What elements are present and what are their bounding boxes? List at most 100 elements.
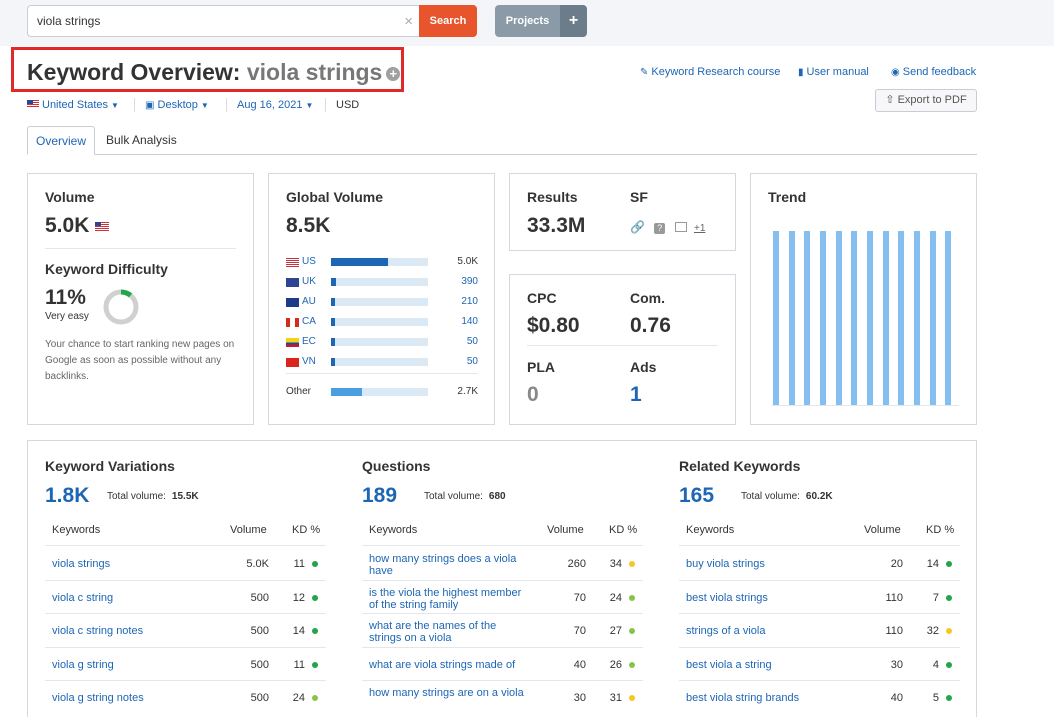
divider [45,579,326,581]
keyword-volume: 30 [573,692,586,704]
us-flag-icon [286,258,299,267]
global-volume-row-ca[interactable]: CA 140 [286,316,478,328]
feedback-link-label: Send feedback [902,66,977,78]
keyword-link[interactable]: best viola strings [686,591,768,604]
column-header-kd: KD % [609,524,638,536]
country-volume-bar [331,318,428,326]
search-input[interactable] [37,14,377,28]
image-icon[interactable] [674,222,687,232]
trend-bar[interactable] [945,231,952,405]
divider [679,646,960,648]
trend-bar[interactable] [820,231,826,405]
add-keyword-icon[interactable]: + [386,67,401,81]
trend-bar[interactable] [851,231,858,405]
trend-bar[interactable] [929,231,936,405]
keyword-volume: 70 [573,625,586,637]
keyword-kd: 27 [609,625,622,637]
keyword-link[interactable]: how many strings are on a viola [369,687,524,699]
page-title: Keyword Overview: viola strings + [27,59,401,86]
global-volume-row-vn[interactable]: VN 50 [286,356,478,368]
divider [362,613,643,614]
keyword-link[interactable]: how many strings does a viola have [369,553,517,577]
link-icon[interactable]: 🔗 [630,220,645,234]
export-pdf-label: Export to PDF [897,94,967,106]
kd-indicator-dot [629,661,635,668]
trend-bar[interactable] [835,231,842,405]
close-icon[interactable]: × [404,13,413,30]
feedback-link[interactable]: ◉ Send feedback [891,66,976,78]
keyword-link[interactable]: buy viola strings [686,558,765,570]
trend-bar[interactable] [882,231,889,405]
tab-bulk-analysis[interactable]: Bulk Analysis [106,133,177,147]
search-button[interactable]: Search [419,5,477,37]
column-header-volume: Volume [864,524,901,536]
device-filter[interactable]: ▣ Desktop ▼ [145,99,209,111]
trend-bar[interactable] [914,231,920,405]
keyword-link[interactable]: strings of a viola [686,625,766,637]
global-volume-row-uk[interactable]: UK 390 [286,276,478,288]
country-volume-bar-fill [331,338,335,346]
us-flag-icon [27,100,39,108]
volume-card: Volume 5.0K Keyword Difficulty 11% Very … [27,173,254,425]
kd-description: Your chance to start ranking new pages o… [45,339,235,382]
country-volume-value: 5.0K [457,256,478,267]
section-count[interactable]: 1.8K [45,484,90,507]
column-header-kd: KD % [292,524,321,536]
keyword-link[interactable]: viola g string [52,658,114,671]
section-title: Questions [362,458,431,474]
chevron-down-icon: ▼ [305,101,314,110]
keyword-link[interactable]: is the viola the highest member of the s… [369,586,522,611]
sf-more-link[interactable]: +1 [693,223,706,234]
global-volume-row-us[interactable]: US 5.0K [286,256,478,268]
section-count[interactable]: 189 [362,484,398,507]
other-value: 2.7K [457,386,478,397]
total-volume-label: Total volume: [424,491,483,502]
export-pdf-button[interactable]: ⇧ Export to PDF [875,89,977,112]
keyword-link[interactable]: best viola string brands [686,692,800,704]
global-volume-value: 8.5K [286,214,331,237]
kd-indicator-dot [946,695,952,701]
divider [45,545,326,546]
keyword-link[interactable]: best viola a string [686,658,772,671]
kd-indicator-dot [629,561,635,567]
column-header-volume: Volume [547,524,584,536]
volume-label: Volume [45,189,95,205]
keyword-link[interactable]: viola strings [52,558,111,570]
keyword-kd: 31 [609,692,622,704]
add-project-button[interactable]: + [560,5,587,37]
keyword-volume: 500 [250,591,269,604]
date-filter[interactable]: Aug 16, 2021 ▼ [237,99,313,111]
keyword-link[interactable]: viola g string notes [52,692,144,704]
country-filter[interactable]: United States ▼ [27,99,119,111]
global-volume-row-au[interactable]: AU 210 [286,296,478,308]
ads-value[interactable]: 1 [630,383,642,406]
keyword-link[interactable]: viola c string [52,591,114,604]
results-card: Results 33.3M SF 🔗 ? +1 [509,173,736,251]
trend-bar[interactable] [867,231,873,405]
keyword-link[interactable]: what are viola strings made of [369,658,516,671]
trend-bar[interactable] [804,231,811,405]
search-input-wrapper[interactable]: × [27,5,419,37]
global-volume-row-ec[interactable]: EC 50 [286,336,478,348]
trend-bar[interactable] [898,231,905,405]
country-volume-bar-fill [331,298,335,306]
divider [679,579,960,581]
kd-value: 11% [45,286,86,309]
trend-bar[interactable] [788,231,795,405]
section-count[interactable]: 165 [679,484,715,507]
tab-overview[interactable]: Overview [27,126,96,155]
divider [45,680,326,681]
total-volume-label: Total volume: [107,491,166,502]
projects-button[interactable]: Projects [495,5,560,37]
kd-level: Very easy [45,311,89,322]
keyword-link[interactable]: what are the names of the strings on a v… [369,620,497,644]
column-header-volume: Volume [230,524,267,536]
course-link[interactable]: ✎ Keyword Research course [640,66,780,78]
trend-bar[interactable] [773,231,779,405]
pla-label: PLA [527,359,555,375]
keyword-link[interactable]: viola c string notes [52,625,144,637]
keyword-volume: 40 [890,692,903,704]
manual-link[interactable]: ▮ User manual [798,66,869,78]
column-header-kd: KD % [926,524,955,536]
question-icon[interactable]: ? [654,223,666,234]
